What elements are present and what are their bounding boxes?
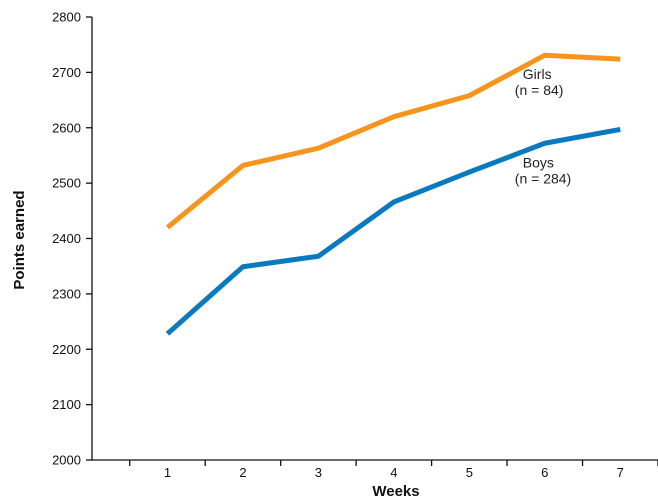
x-tick-label: 6 bbox=[541, 465, 548, 480]
y-tick-label: 2500 bbox=[52, 176, 81, 191]
y-tick-label: 2300 bbox=[52, 286, 81, 301]
y-tick-label: 2400 bbox=[52, 231, 81, 246]
x-tick-label: 7 bbox=[617, 465, 624, 480]
x-axis: 1 2 3 4 5 6 7 bbox=[92, 459, 658, 480]
series-label-girls: Girls bbox=[523, 66, 552, 82]
y-tick-label: 2200 bbox=[52, 342, 81, 357]
y-tick-label: 2800 bbox=[52, 10, 81, 25]
series-lines bbox=[165, 52, 621, 336]
y-tick-label: 2700 bbox=[52, 65, 81, 80]
y-tick-label: 2100 bbox=[52, 397, 81, 412]
y-tick-label: 2600 bbox=[52, 120, 81, 135]
series-line-girls bbox=[165, 52, 621, 230]
x-tick-label: 4 bbox=[390, 465, 397, 480]
y-axis: 2000 2100 2200 2300 2400 2500 2600 2700 2800 bbox=[52, 10, 93, 468]
series-labels: Girls(n = 84) Boys(n = 284) bbox=[515, 66, 571, 186]
x-tick-label: 3 bbox=[315, 465, 322, 480]
x-axis-title: Weeks bbox=[372, 483, 419, 498]
y-tick-label: 2000 bbox=[52, 453, 81, 468]
series-sublabel-boys: (n = 284) bbox=[515, 170, 571, 186]
x-tick-label: 2 bbox=[239, 465, 246, 480]
x-tick-label: 1 bbox=[164, 465, 171, 480]
series-sublabel-girls: (n = 84) bbox=[515, 82, 564, 98]
y-axis-title: Points earned bbox=[11, 190, 28, 289]
series-line-boys bbox=[165, 126, 621, 336]
series-label-boys: Boys bbox=[523, 154, 554, 170]
x-tick-label: 5 bbox=[466, 465, 473, 480]
